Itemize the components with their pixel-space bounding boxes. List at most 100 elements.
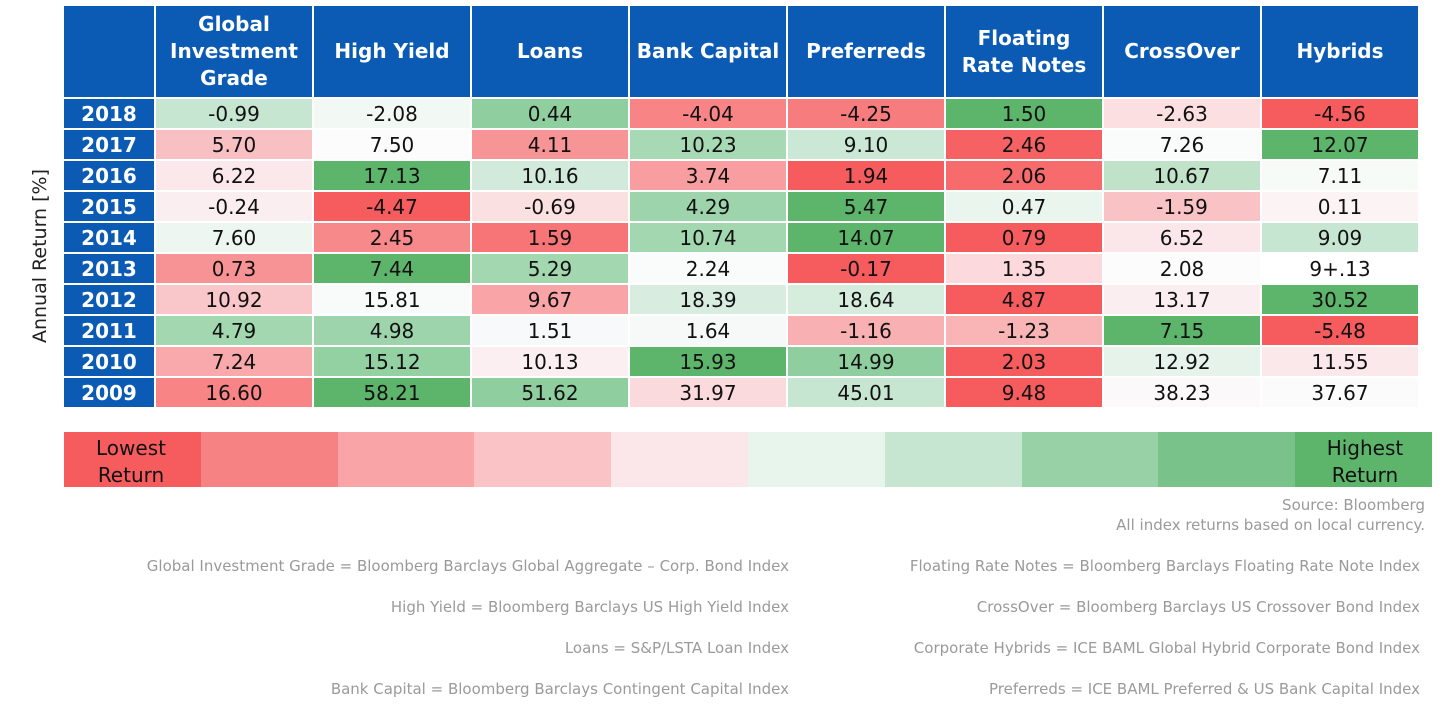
return-cell: 10.74 (630, 223, 786, 254)
return-cell: 10.92 (156, 285, 312, 316)
table-row: 2016 6.22 17.13 10.16 3.74 1.94 2.06 10.67 7.11 (64, 161, 1418, 192)
return-cell: 10.16 (472, 161, 628, 192)
return-cell: 2.46 (946, 130, 1102, 161)
return-cell: 0.44 (472, 99, 628, 130)
column-header: Hybrids (1262, 6, 1418, 99)
return-cell: 1.59 (472, 223, 628, 254)
return-cell: 5.29 (472, 254, 628, 285)
return-cell: 2.24 (630, 254, 786, 285)
year-label: 2010 (64, 347, 154, 378)
table-row: 2009 16.60 58.21 51.62 31.97 45.01 9.48 38.23 37… (64, 378, 1418, 409)
return-cell: 7.15 (1104, 316, 1260, 347)
year-label: 2013 (64, 254, 154, 285)
source-note: Source: Bloomberg All index returns base… (1116, 495, 1425, 535)
return-cell: 37.67 (1262, 378, 1418, 409)
column-header: Preferreds (788, 6, 944, 99)
return-cell: 1.64 (630, 316, 786, 347)
return-cell: 10.67 (1104, 161, 1260, 192)
table-row: 2012 10.92 15.81 9.67 18.39 18.64 4.87 13.17 30.… (64, 285, 1418, 316)
column-header: Floating Rate Notes (946, 6, 1102, 99)
return-cell: 4.98 (314, 316, 470, 347)
return-cell: 7.24 (156, 347, 312, 378)
return-cell: 1.94 (788, 161, 944, 192)
index-definition: CrossOver = Bloomberg Barclays US Crosso… (976, 598, 1420, 616)
return-cell: 30.52 (1262, 285, 1418, 316)
legend-swatch (474, 432, 612, 487)
return-cell: 18.39 (630, 285, 786, 316)
legend-swatch (1021, 432, 1159, 487)
return-cell: 38.23 (1104, 378, 1260, 409)
color-scale-legend: Lowest Return Highest Return (64, 432, 1432, 487)
return-cell: -0.17 (788, 254, 944, 285)
legend-swatch: Lowest Return (64, 432, 201, 487)
return-cell: 2.06 (946, 161, 1102, 192)
return-cell: -2.63 (1104, 99, 1260, 130)
legend-swatch: Highest Return (1295, 432, 1432, 487)
legend-high-label: Highest Return (1326, 436, 1404, 487)
table-row: 2011 4.79 4.98 1.51 1.64 -1.16 -1.23 7.15 -5.48 (64, 316, 1418, 347)
return-cell: 2.08 (1104, 254, 1260, 285)
return-cell: 45.01 (788, 378, 944, 409)
return-cell: 51.62 (472, 378, 628, 409)
return-cell: 7.50 (314, 130, 470, 161)
return-cell: 4.29 (630, 192, 786, 223)
return-cell: -0.99 (156, 99, 312, 130)
year-label: 2016 (64, 161, 154, 192)
return-cell: 14.99 (788, 347, 944, 378)
return-cell: 6.52 (1104, 223, 1260, 254)
index-definition: Preferreds = ICE BAML Preferred & US Ban… (989, 680, 1420, 698)
return-cell: 5.70 (156, 130, 312, 161)
legend-swatch (611, 432, 748, 487)
return-cell: 15.12 (314, 347, 470, 378)
definitions-left: Global Investment Grade = Bloomberg Barc… (147, 556, 789, 720)
legend-swatch (337, 432, 475, 487)
table-row: 2018 -0.99 -2.08 0.44 -4.04 -4.25 1.50 -2.63 -4.… (64, 99, 1418, 130)
return-cell: 15.81 (314, 285, 470, 316)
return-cell: 0.11 (1262, 192, 1418, 223)
return-cell: -4.25 (788, 99, 944, 130)
return-cell: 7.60 (156, 223, 312, 254)
year-label: 2012 (64, 285, 154, 316)
table-row: 2017 5.70 7.50 4.11 10.23 9.10 2.46 7.26 12.07 (64, 130, 1418, 161)
year-label: 2011 (64, 316, 154, 347)
column-header: High Yield (314, 6, 470, 99)
column-header: Loans (472, 6, 628, 99)
return-cell: -4.56 (1262, 99, 1418, 130)
index-definition: Loans = S&P/LSTA Loan Index (564, 639, 789, 657)
return-cell: 9.48 (946, 378, 1102, 409)
return-cell: 4.11 (472, 130, 628, 161)
year-label: 2014 (64, 223, 154, 254)
return-cell: 58.21 (314, 378, 470, 409)
currency-note: All index returns based on local currenc… (1116, 516, 1425, 534)
return-cell: 0.47 (946, 192, 1102, 223)
return-cell: 2.45 (314, 223, 470, 254)
year-label: 2017 (64, 130, 154, 161)
return-cell: -1.59 (1104, 192, 1260, 223)
source-line: Source: Bloomberg (1282, 496, 1425, 514)
corner-header (64, 6, 154, 99)
return-cell: 9.67 (472, 285, 628, 316)
return-cell: 12.92 (1104, 347, 1260, 378)
column-header: CrossOver (1104, 6, 1260, 99)
return-cell: 1.51 (472, 316, 628, 347)
return-cell: -4.47 (314, 192, 470, 223)
legend-swatch (884, 432, 1022, 487)
return-cell: -4.04 (630, 99, 786, 130)
return-cell: 5.47 (788, 192, 944, 223)
return-cell: -1.23 (946, 316, 1102, 347)
year-label: 2018 (64, 99, 154, 130)
index-definition: High Yield = Bloomberg Barclays US High … (390, 598, 789, 616)
header-row: Global Investment Grade High Yield Loans Ba… (64, 6, 1418, 99)
return-cell: -0.69 (472, 192, 628, 223)
return-cell: 7.26 (1104, 130, 1260, 161)
return-cell: -2.08 (314, 99, 470, 130)
index-definition: Global Investment Grade = Bloomberg Barc… (146, 557, 789, 575)
return-cell: 4.79 (156, 316, 312, 347)
return-cell: 3.74 (630, 161, 786, 192)
return-cell: 11.55 (1262, 347, 1418, 378)
return-cell: 7.44 (314, 254, 470, 285)
return-cell: 10.13 (472, 347, 628, 378)
index-definition: Bank Capital = Bloomberg Barclays Contin… (330, 680, 789, 698)
index-definition: Floating Rate Notes = Bloomberg Barclays… (909, 557, 1420, 575)
return-cell: 15.93 (630, 347, 786, 378)
